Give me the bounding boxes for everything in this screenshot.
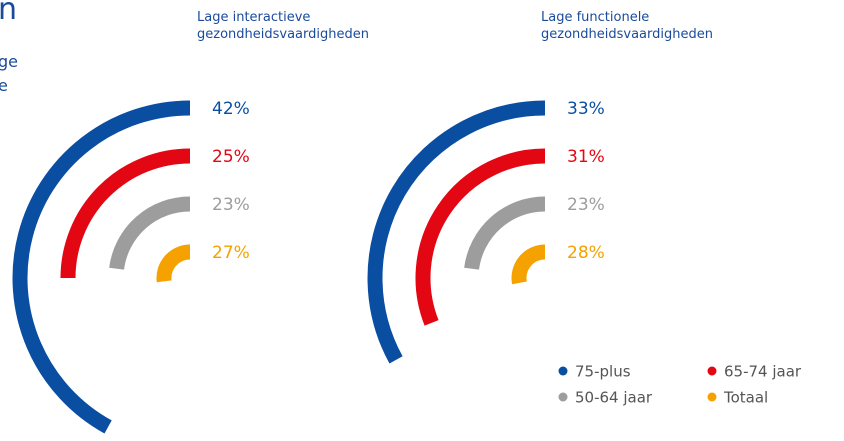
arc-bar [511,244,546,285]
legend-label: 50-64 jaar [575,389,653,407]
legend-dot [558,366,568,376]
value-label: 25% [212,147,250,167]
value-label: 23% [567,195,605,215]
arc-bar [12,100,191,434]
value-label: 23% [212,195,250,215]
arc-bar [367,100,546,364]
legend-label: Totaal [723,389,768,407]
value-label: 28% [567,243,605,263]
legend-label: 75-plus [575,363,631,381]
legend-dot [558,392,568,402]
value-label: 27% [212,243,250,263]
subtitle: e [0,76,8,95]
value-label: 42% [212,99,250,119]
arc-bar [156,244,191,283]
legend-dot [707,366,717,376]
arc-bar [464,196,546,270]
legend-dot [707,392,717,402]
subtitle: ge [0,52,18,71]
title: n [0,0,18,27]
legend-label: 65-74 jaar [724,363,802,381]
value-label: 33% [567,99,605,119]
arc-bar [60,148,191,279]
panel-title: Lage functionele gezondheidsvaardigheden [541,10,713,42]
arc-bar [109,196,191,270]
value-label: 31% [567,147,605,167]
panel-title: Lage interactieve gezondheidsvaardighede… [197,10,369,42]
arc-bar [415,148,546,326]
